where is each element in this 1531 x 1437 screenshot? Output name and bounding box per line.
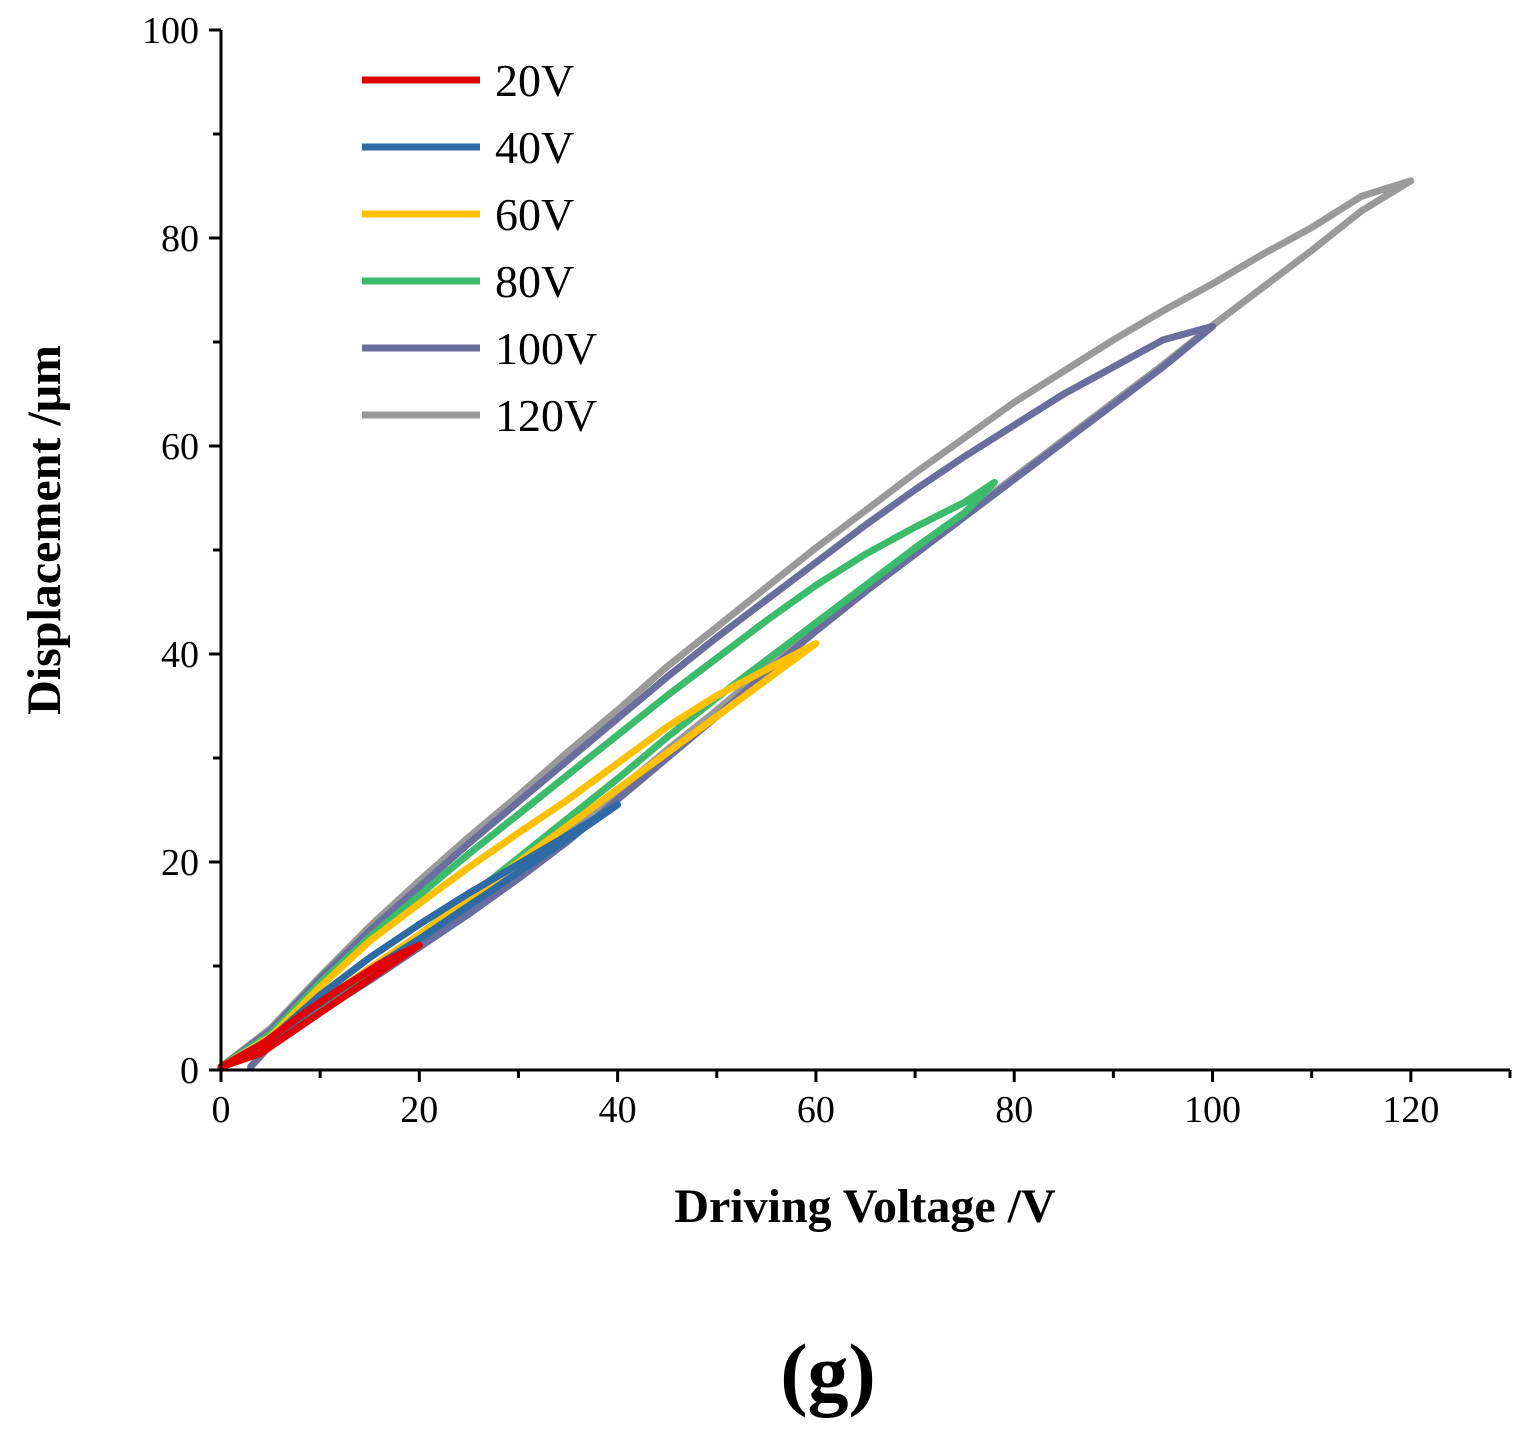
legend-item-40v: 40V	[362, 122, 574, 173]
series-layer	[217, 177, 1415, 1071]
y-tick-label: 40	[161, 634, 199, 676]
legend-item-20v: 20V	[362, 55, 574, 106]
x-tick-label: 0	[212, 1089, 231, 1131]
series-line-20v	[217, 941, 423, 1071]
legend-label-120v: 120V	[495, 390, 597, 441]
x-axis-title: Driving Voltage /V	[674, 1180, 1056, 1233]
y-tick-label: 60	[161, 426, 199, 468]
panel-label: (g)	[780, 1327, 876, 1418]
x-tick-label: 80	[995, 1089, 1033, 1131]
legend: 20V 40V 60V 80V 100V 120V	[362, 55, 597, 441]
legend-item-120v: 120V	[362, 390, 597, 441]
legend-label-80v: 80V	[495, 256, 574, 307]
legend-item-60v: 60V	[362, 189, 574, 240]
axes-layer: 0 20 40 60 80 100 120 0 20 40 60 80 100	[142, 10, 1512, 1131]
x-tick-label: 20	[400, 1089, 438, 1131]
y-tick-label: 80	[161, 218, 199, 260]
x-tick-label: 40	[599, 1089, 637, 1131]
x-tick-label: 60	[797, 1089, 835, 1131]
y-tick-label: 100	[142, 10, 199, 52]
legend-item-100v: 100V	[362, 323, 597, 374]
y-tick-label: 0	[180, 1050, 199, 1092]
y-axis-title: Displacement /μm	[18, 345, 71, 715]
x-tick-label: 120	[1382, 1089, 1439, 1131]
x-tick-label: 100	[1184, 1089, 1241, 1131]
legend-label-40v: 40V	[495, 122, 574, 173]
legend-label-20v: 20V	[495, 55, 574, 106]
legend-item-80v: 80V	[362, 256, 574, 307]
y-tick-label: 20	[161, 842, 199, 884]
legend-label-60v: 60V	[495, 189, 574, 240]
legend-label-100v: 100V	[495, 323, 597, 374]
